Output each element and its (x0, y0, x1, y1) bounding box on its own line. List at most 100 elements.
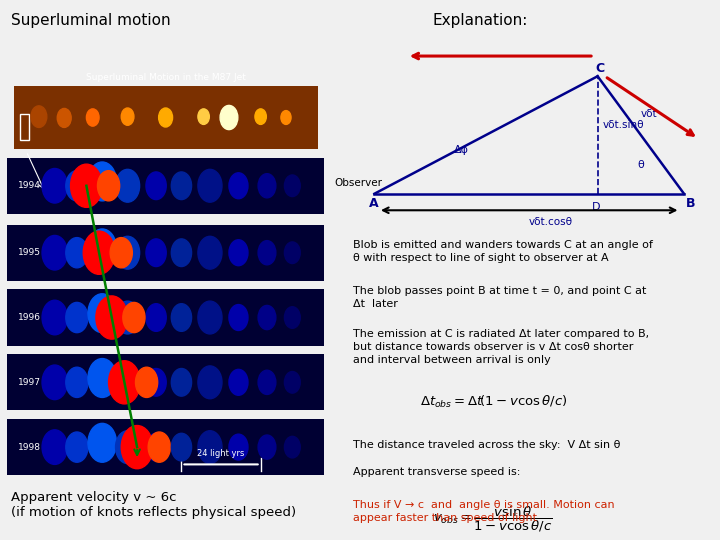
Circle shape (42, 300, 68, 335)
Circle shape (229, 173, 248, 199)
Circle shape (284, 372, 300, 393)
Text: Blob is emitted and wanders towards C at an angle of
θ with respect to line of s: Blob is emitted and wanders towards C at… (353, 240, 652, 263)
Text: $\Delta t_{obs} = \Delta t\!\left(1 - v\cos\theta/c\right)$: $\Delta t_{obs} = \Delta t\!\left(1 - v\… (420, 394, 567, 410)
Circle shape (198, 301, 222, 334)
Bar (7, 354, 324, 410)
Circle shape (121, 426, 153, 469)
Text: $v_{obs} = \dfrac{v\sin\theta}{1 - v\cos\theta/c}$: $v_{obs} = \dfrac{v\sin\theta}{1 - v\cos… (433, 505, 553, 534)
Text: D: D (592, 202, 600, 212)
Circle shape (66, 238, 88, 268)
Text: Apparent velocity v ~ 6c
(if motion of knots reflects physical speed): Apparent velocity v ~ 6c (if motion of k… (11, 491, 296, 519)
Circle shape (198, 109, 210, 124)
Text: Superluminal Motion in the M87 Jet: Superluminal Motion in the M87 Jet (86, 73, 246, 83)
Circle shape (281, 111, 291, 124)
Text: θ: θ (637, 160, 644, 170)
Circle shape (229, 369, 248, 395)
Bar (7, 289, 324, 346)
Circle shape (220, 105, 238, 130)
Circle shape (42, 168, 68, 203)
Circle shape (58, 109, 71, 127)
Text: 24 light yrs: 24 light yrs (197, 449, 245, 458)
Bar (7, 419, 324, 475)
Circle shape (66, 432, 88, 462)
Circle shape (229, 434, 248, 460)
Circle shape (66, 367, 88, 397)
Text: vδt.cosθ: vδt.cosθ (528, 217, 573, 227)
Circle shape (198, 366, 222, 399)
Circle shape (229, 240, 248, 266)
Circle shape (158, 108, 173, 127)
Text: vδt: vδt (641, 109, 657, 119)
Circle shape (115, 237, 140, 269)
Circle shape (88, 423, 117, 462)
Circle shape (42, 235, 68, 270)
Circle shape (171, 172, 192, 200)
Circle shape (255, 109, 266, 124)
Circle shape (258, 174, 276, 198)
Circle shape (229, 305, 248, 330)
Circle shape (115, 431, 140, 463)
Circle shape (66, 171, 88, 201)
Circle shape (198, 170, 222, 202)
Text: 1995: 1995 (18, 248, 41, 257)
Text: Explanation:: Explanation: (432, 14, 527, 29)
Circle shape (146, 303, 166, 332)
Circle shape (146, 239, 166, 267)
Circle shape (146, 368, 166, 396)
Circle shape (86, 109, 99, 126)
Circle shape (258, 370, 276, 394)
Text: The blob passes point B at time t = 0, and point C at
Δt  later: The blob passes point B at time t = 0, a… (353, 286, 646, 309)
Circle shape (31, 106, 47, 127)
Circle shape (115, 301, 140, 334)
Text: The emission at C is radiated Δt later compared to B,
but distance towards obser: The emission at C is radiated Δt later c… (353, 329, 649, 365)
Circle shape (171, 368, 192, 396)
Circle shape (171, 239, 192, 267)
Circle shape (258, 306, 276, 329)
Text: C: C (596, 62, 605, 75)
Circle shape (88, 162, 117, 201)
Circle shape (71, 164, 102, 207)
Circle shape (42, 365, 68, 400)
Circle shape (284, 436, 300, 458)
Circle shape (97, 171, 120, 201)
Text: The distance traveled across the sky:  V Δt sin θ: The distance traveled across the sky: V … (353, 440, 620, 450)
Bar (7, 158, 324, 214)
Circle shape (115, 170, 140, 202)
Circle shape (146, 433, 166, 461)
Bar (14, 86, 318, 149)
Text: 1997: 1997 (18, 378, 41, 387)
Circle shape (88, 229, 117, 268)
Text: Superluminal motion: Superluminal motion (11, 14, 171, 29)
Circle shape (109, 361, 140, 404)
Text: A: A (369, 197, 379, 210)
Text: 1996: 1996 (18, 313, 41, 322)
Circle shape (198, 237, 222, 269)
Circle shape (171, 303, 192, 332)
Circle shape (284, 175, 300, 197)
Text: 1998: 1998 (18, 443, 41, 451)
Text: Δφ: Δφ (454, 145, 469, 156)
Circle shape (123, 302, 145, 333)
Circle shape (96, 296, 127, 339)
Circle shape (115, 366, 140, 399)
Circle shape (284, 307, 300, 328)
Circle shape (88, 294, 117, 333)
Circle shape (148, 432, 171, 462)
Circle shape (84, 231, 115, 274)
Circle shape (121, 108, 134, 125)
Circle shape (42, 430, 68, 464)
Circle shape (110, 238, 132, 268)
Bar (7, 225, 324, 281)
Text: 1994: 1994 (18, 181, 41, 190)
Bar (20, 114, 30, 140)
Circle shape (284, 242, 300, 264)
Circle shape (171, 433, 192, 461)
Circle shape (135, 367, 158, 397)
Circle shape (146, 172, 166, 200)
Circle shape (258, 241, 276, 265)
Text: Thus if V → c  and  angle θ is small. Motion can
appear faster than speed of lig: Thus if V → c and angle θ is small. Moti… (353, 500, 614, 523)
Text: Apparent transverse speed is:: Apparent transverse speed is: (353, 467, 520, 477)
Circle shape (258, 435, 276, 459)
Circle shape (88, 359, 117, 397)
Text: B: B (685, 197, 696, 210)
